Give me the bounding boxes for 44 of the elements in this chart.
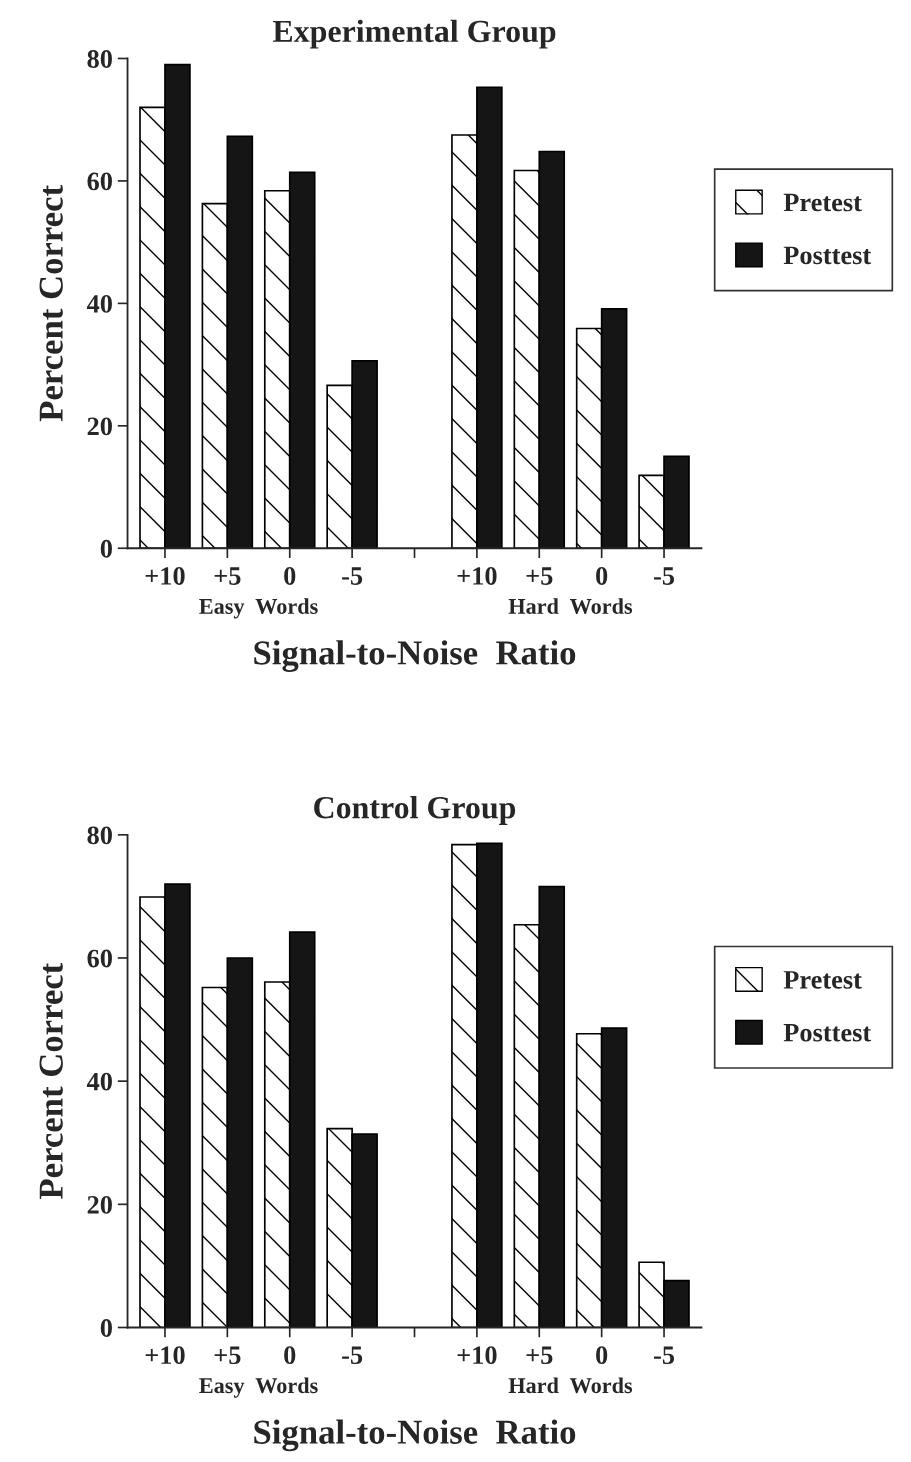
legend-label: Posttest (783, 246, 872, 265)
y-tick-label: 0 (100, 1319, 112, 1337)
legend-label: Pretest (783, 971, 862, 989)
x-tick-label: +10 (145, 567, 185, 585)
x-tick-label: +10 (457, 1346, 497, 1365)
legend-label: Posttest (783, 1024, 872, 1042)
x-tick-label: +5 (214, 1346, 241, 1365)
y-tick-label: 80 (87, 826, 112, 845)
text: Hard Words (508, 1377, 633, 1394)
x-tick-label: +5 (526, 1346, 553, 1365)
y-tick-label: 60 (87, 949, 112, 968)
text: Easy Words (199, 1377, 318, 1398)
y-tick-label: 0 (100, 539, 112, 558)
x-tick-label: +5 (214, 567, 241, 585)
x-tick-label: +5 (526, 567, 553, 585)
x-tick-label: 0 (284, 1346, 296, 1365)
y-axis-title: Percent Correct (39, 962, 63, 1199)
y-tick-label: 20 (87, 1195, 112, 1214)
x-axis-title: Signal-to-Noise Ratio (254, 1419, 576, 1452)
x-tick-label: -5 (654, 567, 675, 585)
text: Hard Words (508, 598, 633, 615)
y-tick-label: 60 (87, 172, 112, 191)
y-tick-label: 40 (86, 294, 112, 313)
x-tick-label: -5 (342, 1346, 363, 1365)
chart-title: Control Group (314, 795, 516, 825)
x-axis-title: Signal-to-Noise Ratio (254, 640, 576, 672)
x-tick-label: 0 (596, 567, 608, 585)
bar (600, 308, 628, 549)
x-tick-label: +10 (145, 1346, 185, 1365)
text: Easy Words (199, 598, 318, 619)
y-tick-label: 80 (87, 50, 112, 68)
bar (351, 360, 378, 549)
x-tick-label: 0 (596, 1346, 608, 1365)
y-axis-title: Percent Correct (39, 185, 63, 422)
bar (164, 63, 191, 549)
bar (663, 455, 690, 549)
legend-label: Pretest (783, 193, 862, 212)
x-tick-label: +10 (457, 567, 497, 585)
x-tick-label: 0 (284, 567, 296, 585)
y-tick-label: 40 (86, 1072, 112, 1091)
x-tick-label: -5 (654, 1346, 675, 1365)
chart-title: Experimental Group (272, 19, 556, 49)
x-tick-label: -5 (342, 567, 363, 585)
y-tick-label: 20 (87, 417, 112, 436)
